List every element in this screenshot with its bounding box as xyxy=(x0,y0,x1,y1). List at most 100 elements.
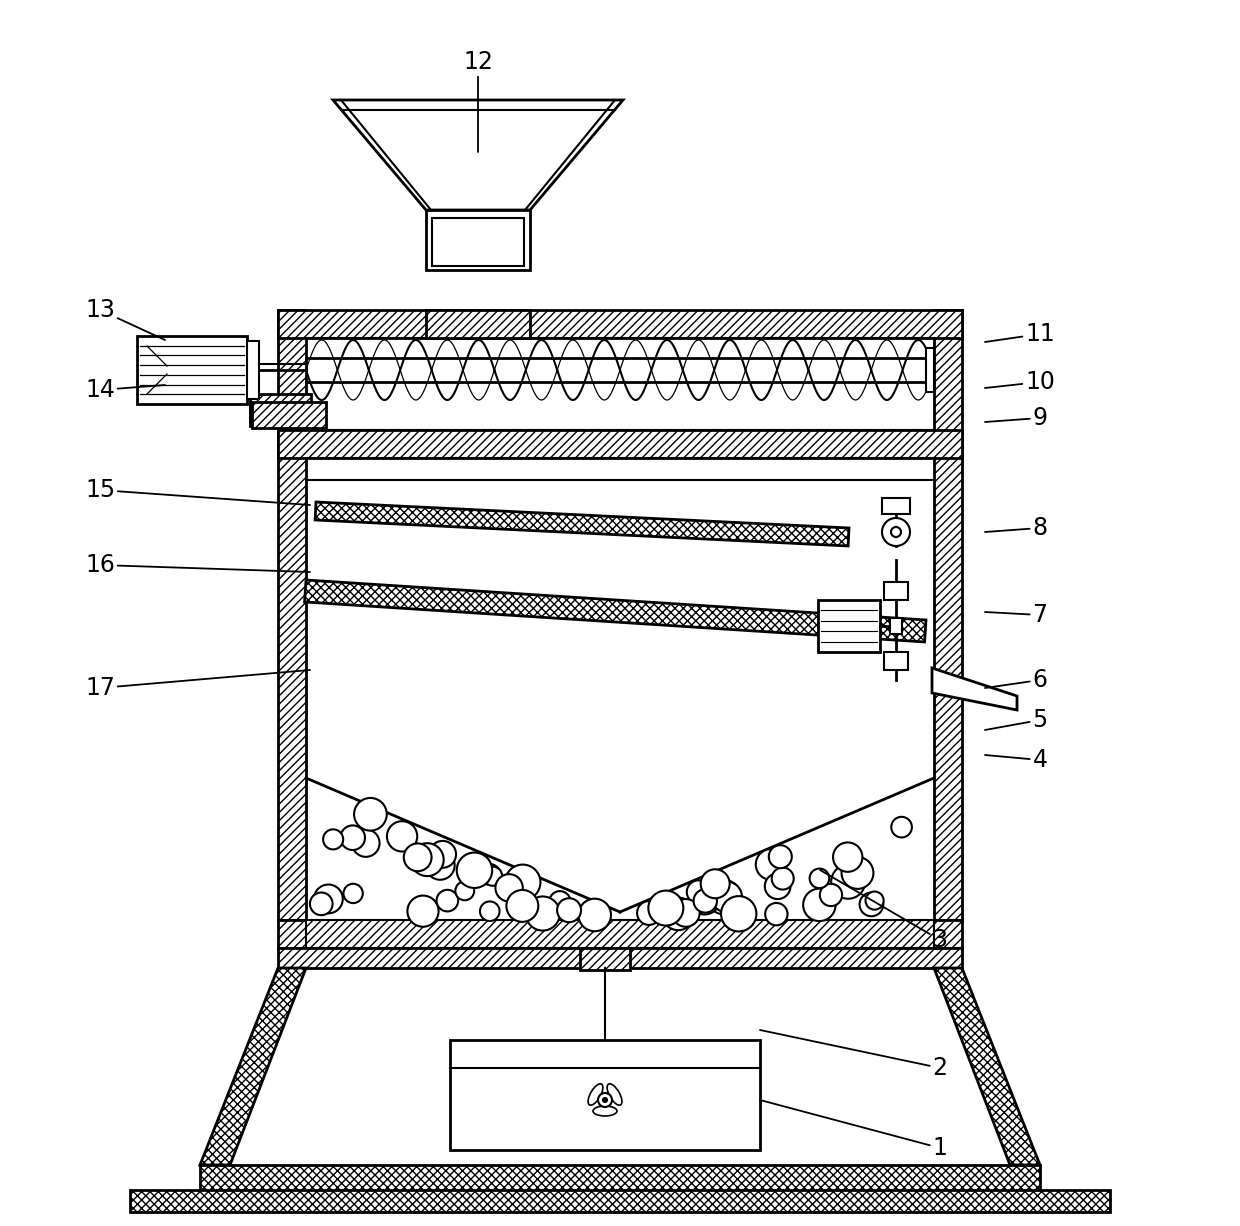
Bar xyxy=(247,341,259,398)
Circle shape xyxy=(387,821,417,852)
Bar xyxy=(130,1190,1110,1213)
Text: 17: 17 xyxy=(86,669,310,700)
Circle shape xyxy=(662,897,694,931)
Circle shape xyxy=(892,817,911,837)
Text: 12: 12 xyxy=(463,50,494,152)
Text: 15: 15 xyxy=(84,478,310,505)
Polygon shape xyxy=(932,668,1017,710)
Circle shape xyxy=(341,825,365,850)
Bar xyxy=(818,600,880,652)
Circle shape xyxy=(693,889,717,912)
Circle shape xyxy=(603,1098,608,1102)
Circle shape xyxy=(831,864,866,899)
Circle shape xyxy=(425,851,455,880)
Circle shape xyxy=(804,889,836,921)
Bar xyxy=(278,430,962,459)
Circle shape xyxy=(408,895,439,927)
Circle shape xyxy=(810,868,830,888)
Circle shape xyxy=(455,881,474,900)
Bar xyxy=(926,348,934,392)
Circle shape xyxy=(687,880,711,904)
Circle shape xyxy=(765,873,790,899)
Text: 4: 4 xyxy=(985,748,1048,772)
Circle shape xyxy=(314,884,342,913)
Circle shape xyxy=(859,893,883,916)
Circle shape xyxy=(578,899,611,932)
Polygon shape xyxy=(334,101,622,210)
Circle shape xyxy=(722,896,756,932)
Bar xyxy=(278,948,962,969)
Circle shape xyxy=(707,880,742,915)
Circle shape xyxy=(549,891,570,912)
Ellipse shape xyxy=(608,1084,622,1105)
Circle shape xyxy=(649,890,683,926)
Text: 1: 1 xyxy=(760,1100,947,1160)
Circle shape xyxy=(688,883,720,915)
Circle shape xyxy=(506,890,538,922)
Circle shape xyxy=(842,857,873,889)
Text: 16: 16 xyxy=(86,553,310,577)
Bar xyxy=(427,310,529,338)
Bar xyxy=(278,920,962,948)
Bar xyxy=(250,394,311,422)
Text: 3: 3 xyxy=(820,870,947,953)
Polygon shape xyxy=(305,580,926,642)
Bar xyxy=(250,405,306,425)
Polygon shape xyxy=(315,501,849,546)
Circle shape xyxy=(701,869,729,899)
Circle shape xyxy=(496,874,523,901)
Text: 6: 6 xyxy=(985,668,1048,691)
Circle shape xyxy=(771,868,794,890)
Text: 14: 14 xyxy=(86,378,165,402)
Circle shape xyxy=(598,1094,613,1107)
Circle shape xyxy=(357,805,382,830)
Bar xyxy=(580,948,630,970)
Ellipse shape xyxy=(588,1084,603,1105)
Bar xyxy=(884,582,908,600)
Bar xyxy=(432,218,525,266)
Circle shape xyxy=(712,881,742,912)
Polygon shape xyxy=(200,969,306,1165)
Bar xyxy=(934,310,962,920)
Circle shape xyxy=(456,852,492,888)
Circle shape xyxy=(429,841,456,868)
Ellipse shape xyxy=(593,1106,618,1116)
Circle shape xyxy=(480,864,501,885)
Circle shape xyxy=(526,896,559,931)
Circle shape xyxy=(672,899,699,927)
Text: 10: 10 xyxy=(985,370,1055,394)
Circle shape xyxy=(755,850,786,880)
Circle shape xyxy=(310,893,332,915)
Bar xyxy=(882,498,910,514)
Circle shape xyxy=(404,843,432,872)
Circle shape xyxy=(882,519,910,546)
Bar xyxy=(890,618,901,634)
Text: 9: 9 xyxy=(985,406,1048,430)
Circle shape xyxy=(343,884,363,904)
Circle shape xyxy=(637,901,661,924)
Circle shape xyxy=(892,527,901,537)
Polygon shape xyxy=(934,969,1040,1165)
Circle shape xyxy=(769,845,792,868)
Bar xyxy=(200,1165,1040,1195)
Bar xyxy=(427,210,529,270)
Circle shape xyxy=(650,895,676,921)
Circle shape xyxy=(765,904,787,926)
Circle shape xyxy=(436,890,458,911)
Circle shape xyxy=(480,901,500,921)
Circle shape xyxy=(410,843,444,877)
Circle shape xyxy=(833,842,863,872)
Circle shape xyxy=(352,830,379,857)
Circle shape xyxy=(484,867,502,885)
Circle shape xyxy=(557,899,582,922)
Text: 11: 11 xyxy=(985,322,1055,346)
Bar xyxy=(252,402,326,428)
Bar xyxy=(136,336,247,405)
Circle shape xyxy=(355,798,387,831)
Text: 13: 13 xyxy=(86,298,165,340)
Bar xyxy=(306,920,934,948)
Circle shape xyxy=(505,864,541,900)
Circle shape xyxy=(866,891,884,910)
Bar xyxy=(278,310,962,338)
Text: 7: 7 xyxy=(985,603,1048,626)
